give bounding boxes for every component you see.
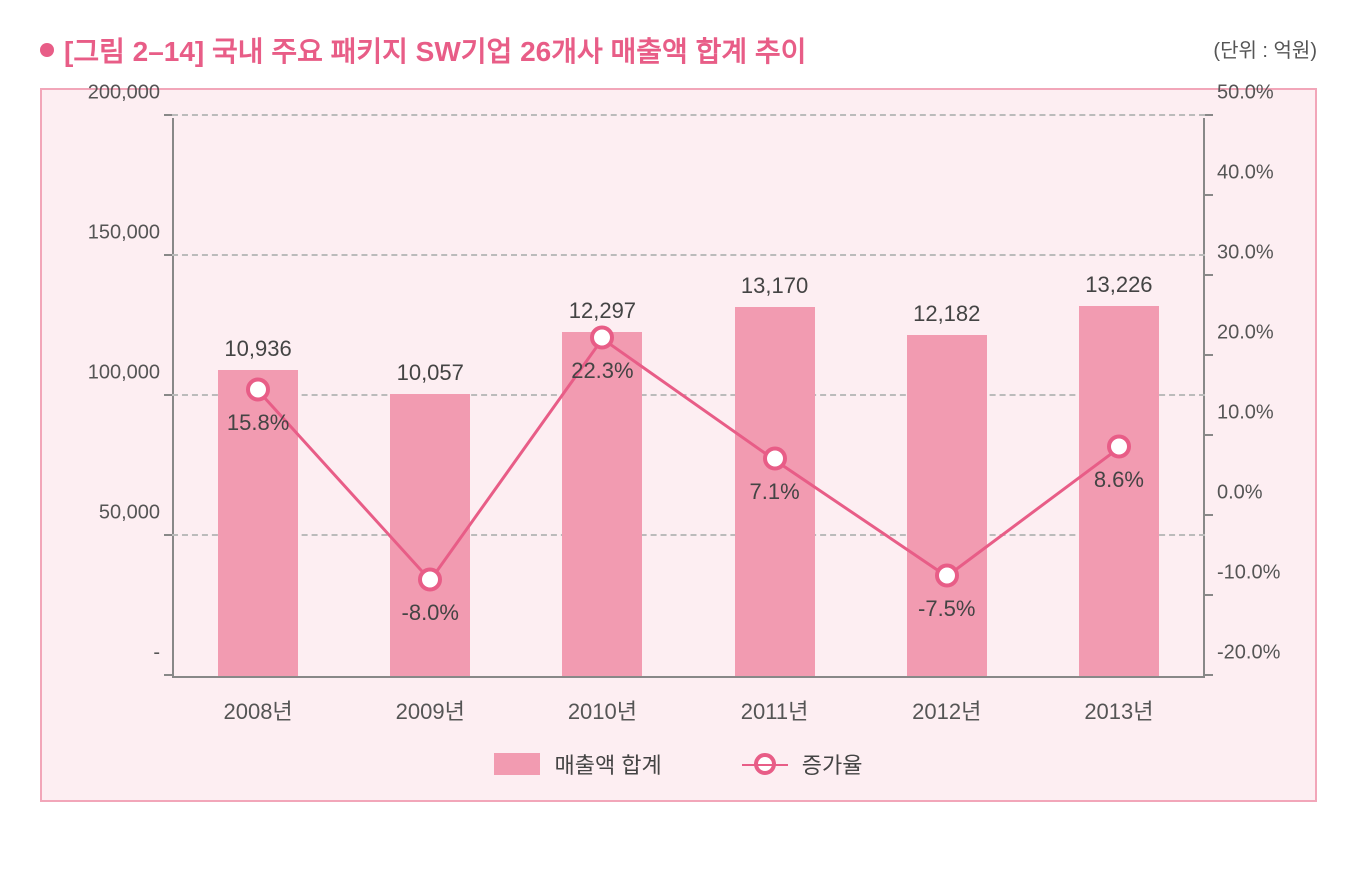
y-left-tick-label: 100,000 — [88, 362, 172, 385]
legend: 매출액 합계 증가율 — [62, 748, 1295, 780]
y-left-axis — [172, 118, 174, 676]
line-value-label: 8.6% — [1094, 467, 1144, 493]
x-axis-label: 2010년 — [568, 694, 637, 726]
bar-value-label: 12,182 — [913, 301, 980, 327]
y-left-tick — [164, 674, 172, 676]
line-marker — [1105, 433, 1133, 466]
y-left-tick — [164, 114, 172, 116]
bar-value-label: 10,936 — [224, 336, 291, 362]
title-group: [그림 2–14] 국내 주요 패키지 SW기업 26개사 매출액 합계 추이 — [40, 30, 806, 70]
y-left-tick — [164, 254, 172, 256]
x-axis-label: 2012년 — [912, 694, 981, 726]
line-marker — [761, 445, 789, 478]
line-value-label: 15.8% — [227, 410, 289, 436]
grid-line — [172, 394, 1205, 396]
grid-line — [172, 114, 1205, 116]
line-value-label: 7.1% — [750, 479, 800, 505]
x-axis-label: 2009년 — [396, 694, 465, 726]
grid-line — [172, 534, 1205, 536]
line-marker — [588, 323, 616, 356]
line-marker — [933, 562, 961, 595]
y-right-tick — [1205, 114, 1213, 116]
legend-item-bar: 매출액 합계 — [494, 748, 661, 780]
grid-line — [172, 254, 1205, 256]
line-marker — [416, 566, 444, 599]
y-left-tick-label: 50,000 — [99, 502, 172, 525]
bar: 12,182 — [907, 335, 987, 676]
y-left-tick-label: - — [153, 642, 172, 665]
legend-swatch-marker — [742, 753, 788, 775]
y-right-tick-label: 40.0% — [1205, 162, 1274, 185]
y-left-tick — [164, 394, 172, 396]
legend-item-line: 증가율 — [742, 748, 863, 780]
bar-value-label: 12,297 — [569, 298, 636, 324]
y-right-tick — [1205, 354, 1213, 356]
y-right-tick — [1205, 274, 1213, 276]
bar: 10,057 — [390, 394, 470, 676]
y-right-tick-label: -10.0% — [1205, 562, 1280, 585]
legend-label-bar: 매출액 합계 — [554, 748, 661, 780]
y-left-tick-label: 200,000 — [88, 82, 172, 105]
y-right-tick — [1205, 674, 1213, 676]
line-layer — [172, 118, 1205, 676]
y-right-axis — [1203, 118, 1205, 676]
y-right-tick-label: 50.0% — [1205, 82, 1274, 105]
y-right-tick — [1205, 514, 1213, 516]
chart-unit: (단위 : 억원) — [1213, 34, 1317, 63]
bar-value-label: 13,226 — [1085, 272, 1152, 298]
chart-title: [그림 2–14] 국내 주요 패키지 SW기업 26개사 매출액 합계 추이 — [64, 30, 806, 70]
line-value-label: -7.5% — [918, 596, 975, 622]
plot-wrap: -50,000100,000150,000200,000-20.0%-10.0%… — [62, 118, 1295, 678]
y-right-tick-label: 0.0% — [1205, 482, 1263, 505]
line-value-label: 22.3% — [571, 358, 633, 384]
bar-value-label: 10,057 — [397, 360, 464, 386]
x-axis-label: 2011년 — [741, 694, 809, 726]
bar-value-label: 13,170 — [741, 273, 808, 299]
y-right-tick-label: 30.0% — [1205, 242, 1274, 265]
x-axis-label: 2013년 — [1084, 694, 1153, 726]
line-marker — [244, 375, 272, 408]
x-axis-label: 2008년 — [223, 694, 292, 726]
y-right-tick — [1205, 194, 1213, 196]
y-right-tick — [1205, 594, 1213, 596]
bullet-icon — [40, 43, 54, 57]
chart-header: [그림 2–14] 국내 주요 패키지 SW기업 26개사 매출액 합계 추이 … — [40, 30, 1317, 70]
y-right-tick-label: 10.0% — [1205, 402, 1274, 425]
y-right-tick-label: -20.0% — [1205, 642, 1280, 665]
y-right-tick — [1205, 434, 1213, 436]
legend-label-line: 증가율 — [802, 748, 863, 780]
chart-frame: -50,000100,000150,000200,000-20.0%-10.0%… — [40, 88, 1317, 802]
y-right-tick-label: 20.0% — [1205, 322, 1274, 345]
legend-swatch-bar — [494, 753, 540, 775]
plot-area: -50,000100,000150,000200,000-20.0%-10.0%… — [172, 118, 1205, 678]
line-value-label: -8.0% — [402, 600, 459, 626]
y-left-tick — [164, 534, 172, 536]
y-left-tick-label: 150,000 — [88, 222, 172, 245]
